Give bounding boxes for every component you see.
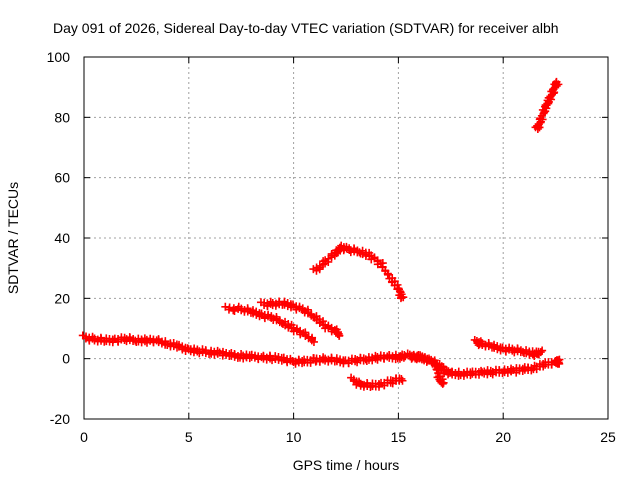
y-tick-label: 0 bbox=[62, 351, 70, 367]
y-tick-labels: -20 0 20 40 60 80 100 bbox=[47, 49, 71, 427]
y-tick-label: 80 bbox=[54, 109, 70, 125]
series-arc-6 bbox=[256, 297, 344, 340]
x-axis-title: GPS time / hours bbox=[293, 457, 400, 473]
data-point bbox=[536, 348, 545, 357]
series-arc-7 bbox=[309, 241, 408, 303]
y-tick-label: 100 bbox=[47, 49, 71, 65]
data-point bbox=[383, 269, 392, 278]
data-point bbox=[399, 353, 408, 362]
axis-ticks bbox=[83, 56, 609, 420]
x-tick-label: 0 bbox=[80, 429, 88, 445]
data-point bbox=[397, 374, 406, 383]
data-point bbox=[538, 346, 547, 355]
series-arc-2 bbox=[309, 350, 410, 368]
data-point bbox=[309, 337, 318, 346]
data-marks bbox=[78, 77, 564, 392]
data-point bbox=[554, 356, 563, 365]
data-point bbox=[432, 365, 441, 374]
series-arc-5 bbox=[221, 302, 318, 346]
data-point bbox=[430, 361, 439, 370]
data-point bbox=[333, 328, 342, 337]
data-point bbox=[308, 333, 317, 342]
x-tick-label: 5 bbox=[185, 429, 193, 445]
data-point bbox=[335, 331, 344, 340]
series-arc-10 bbox=[531, 77, 563, 133]
x-tick-label: 10 bbox=[286, 429, 302, 445]
series-arc-1 bbox=[78, 331, 320, 368]
chart-title: Day 091 of 2026, Sidereal Day-to-day VTE… bbox=[53, 20, 559, 36]
y-axis-title: SDTVAR / TECUs bbox=[5, 182, 21, 294]
data-point bbox=[555, 359, 564, 368]
x-tick-label: 15 bbox=[391, 429, 407, 445]
x-tick-label: 25 bbox=[600, 429, 616, 445]
data-point bbox=[552, 77, 561, 86]
series-arc-9 bbox=[470, 335, 547, 361]
y-tick-label: 20 bbox=[54, 290, 70, 306]
grid bbox=[84, 57, 608, 419]
series-arc-8 bbox=[347, 373, 407, 392]
data-point bbox=[398, 376, 407, 385]
series-arc-4 bbox=[430, 361, 448, 388]
x-tick-label: 20 bbox=[495, 429, 511, 445]
y-tick-label: -20 bbox=[50, 411, 70, 427]
y-tick-label: 40 bbox=[54, 230, 70, 246]
data-point bbox=[397, 292, 406, 301]
y-tick-label: 60 bbox=[54, 170, 70, 186]
data-point bbox=[439, 378, 448, 387]
x-tick-labels: 0 5 10 15 20 25 bbox=[80, 429, 616, 445]
data-point bbox=[438, 379, 447, 388]
